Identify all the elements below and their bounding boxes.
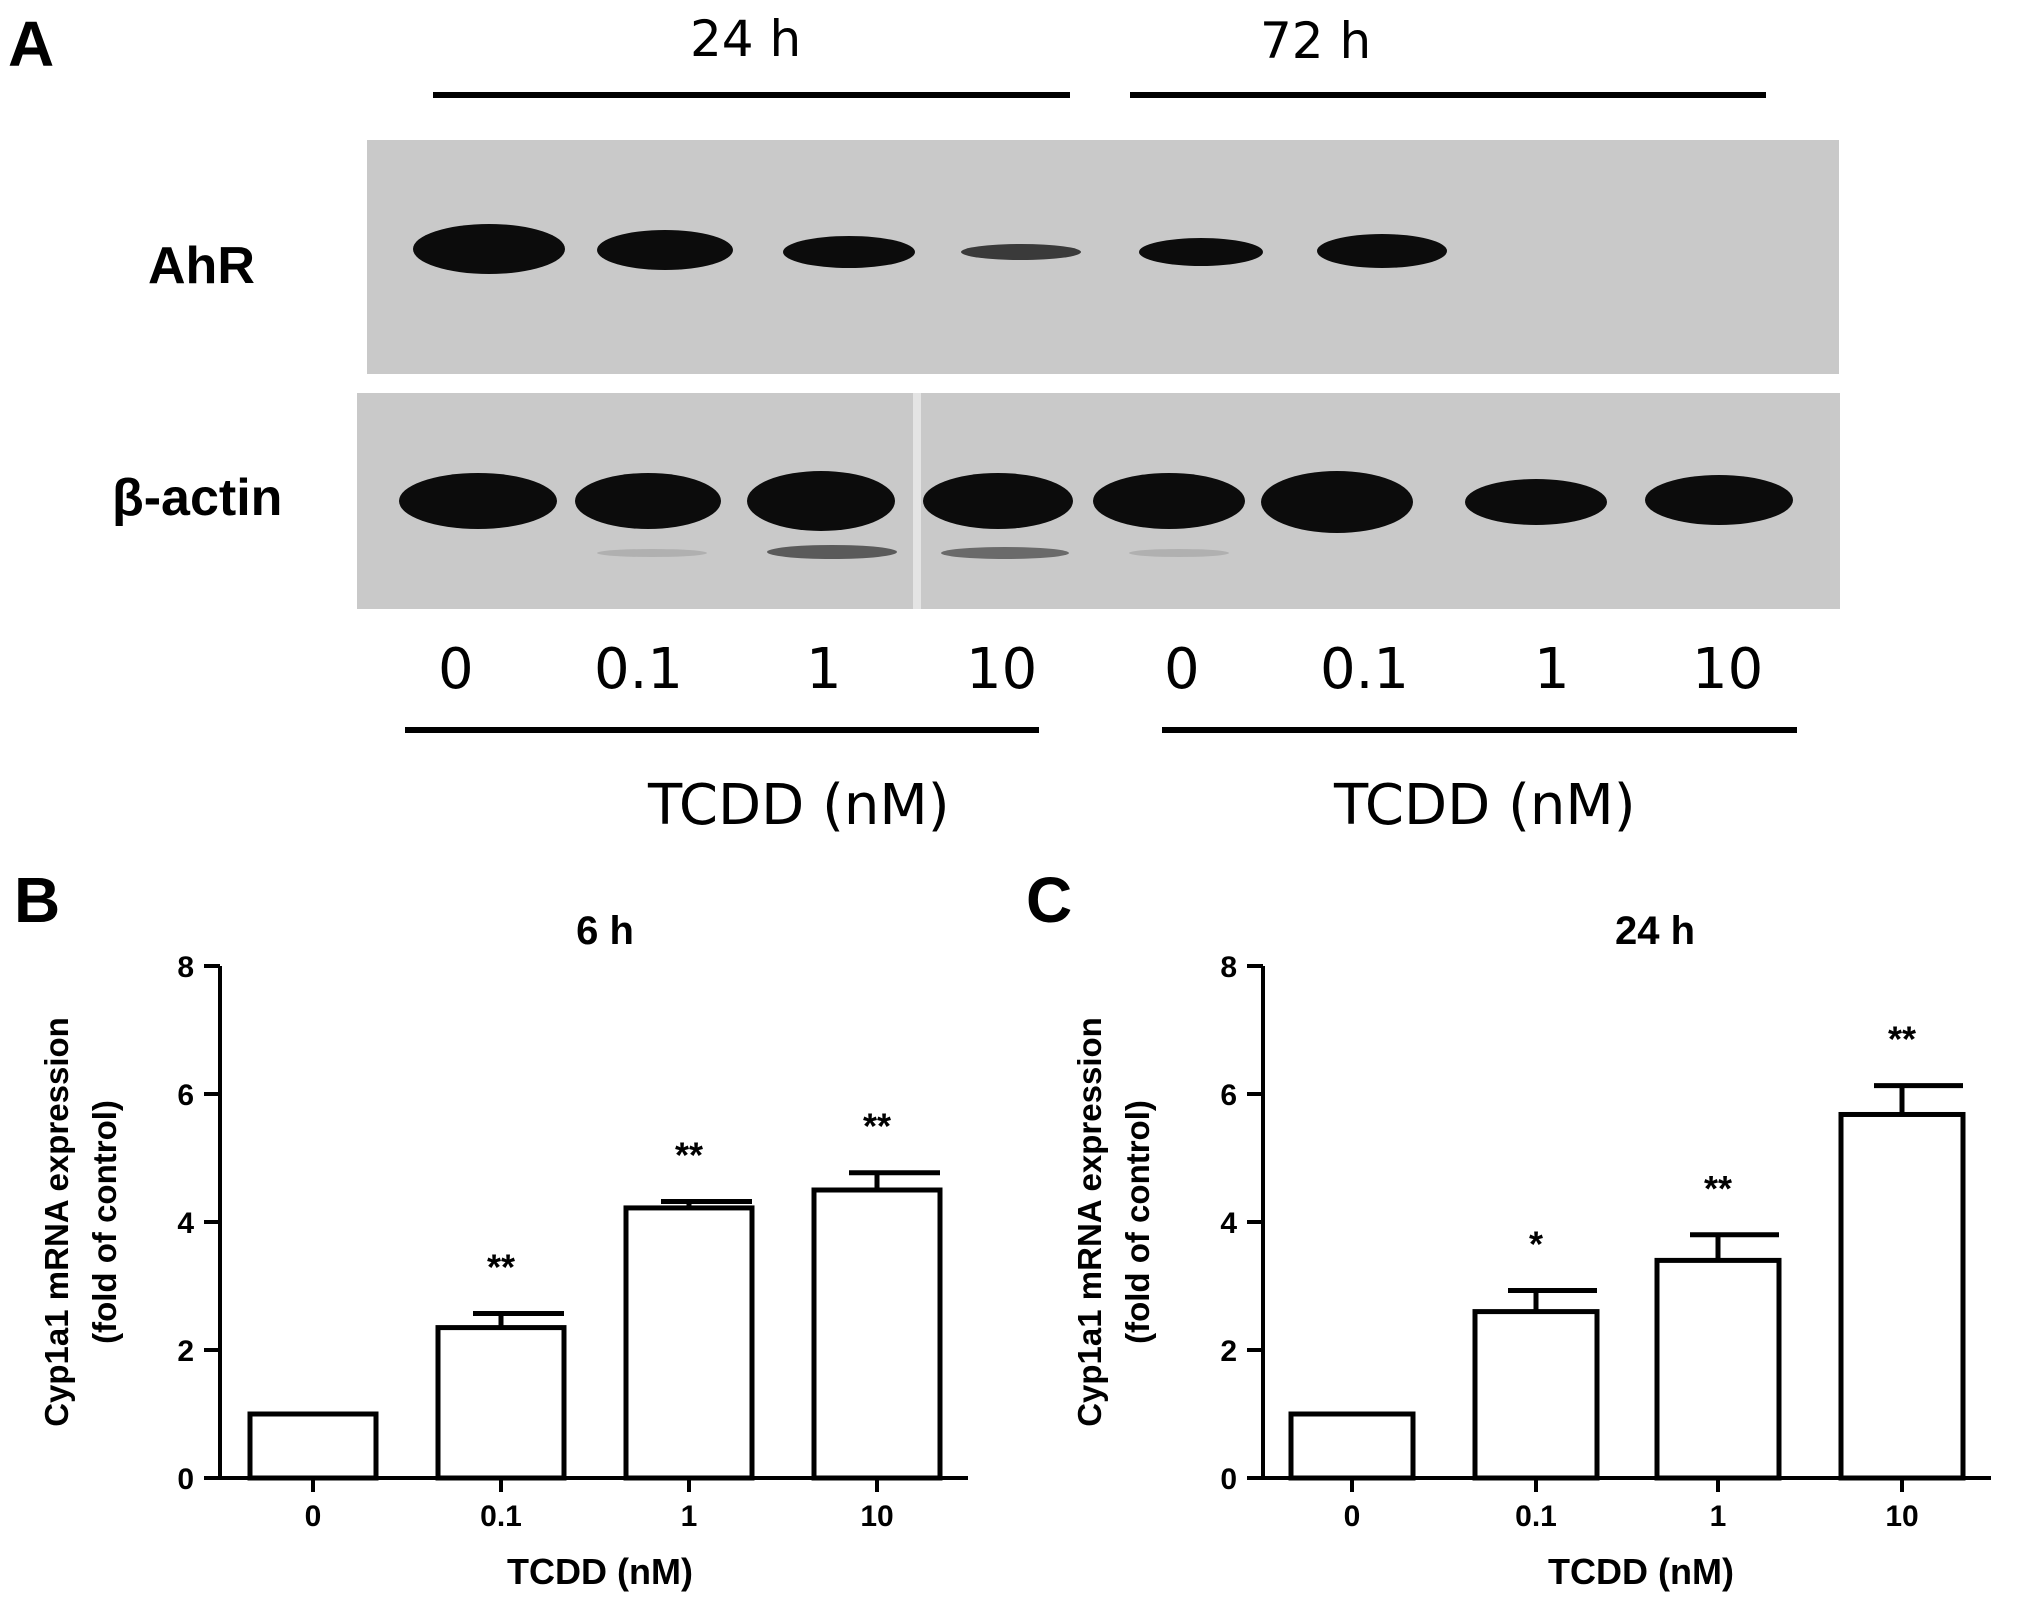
y-axis-label: (fold of control) (1119, 1100, 1156, 1344)
bar (1288, 1411, 1416, 1481)
y-tick-label: 0 (177, 1463, 194, 1496)
dose-label: 0 (438, 637, 474, 702)
actin-band (923, 473, 1073, 529)
significance-marker: ** (1704, 1168, 1732, 1209)
x-tick-label: 10 (860, 1500, 893, 1533)
actin-band (399, 473, 557, 529)
y-tick-label: 6 (1220, 1079, 1237, 1112)
bar (247, 1411, 379, 1481)
bar (1838, 1111, 1966, 1481)
dose-label: 0.1 (1320, 637, 1410, 702)
chart-24h: 24 h 0 2 4 6 8 Cyp1a1 mRNA expression (fold of … (1071, 909, 1991, 1592)
dose-label: 1 (806, 637, 842, 702)
tcdd-xlabel-72h: TCDD (nM) (1334, 773, 1636, 838)
bar (811, 1187, 943, 1481)
dose-label: 0.1 (594, 637, 684, 702)
time-label-24h: 24 h (690, 10, 802, 68)
chart-title: 24 h (1615, 909, 1695, 953)
ahr-band (961, 244, 1081, 260)
x-tick-label: 0.1 (480, 1500, 522, 1533)
faint-band (597, 549, 707, 557)
y-axis-label: (fold of control) (86, 1100, 123, 1344)
ahr-band (413, 224, 565, 274)
x-tick-label: 1 (681, 1500, 698, 1533)
protein-label-actin: β-actin (112, 469, 283, 527)
y-tick-label: 6 (177, 1079, 194, 1112)
dose-label: 0 (1164, 637, 1200, 702)
actin-band (1645, 475, 1793, 525)
bar (1654, 1257, 1782, 1481)
significance-marker: ** (675, 1135, 703, 1176)
chart-6h: 6 h 0 2 4 6 8 Cyp1a1 mRNA expression (fold of c… (38, 909, 968, 1592)
ahr-band (783, 236, 915, 268)
y-axis-label: Cyp1a1 mRNA expression (38, 1017, 75, 1427)
blot-splice-line (913, 393, 921, 609)
x-tick-label: 0 (1344, 1500, 1361, 1533)
ahr-band (1139, 238, 1263, 266)
significance-marker: ** (863, 1106, 891, 1147)
y-tick-label: 4 (1220, 1207, 1237, 1240)
actin-blot (357, 393, 1840, 609)
significance-marker: ** (1888, 1019, 1916, 1060)
y-tick-label: 4 (177, 1207, 194, 1240)
actin-band (1093, 473, 1245, 529)
actin-band (1465, 479, 1607, 525)
ahr-blot (367, 140, 1839, 374)
protein-label-ahr: AhR (148, 237, 255, 295)
dose-line-24h (405, 727, 1039, 733)
significance-marker: * (1529, 1223, 1543, 1264)
y-tick-label: 8 (177, 951, 194, 984)
x-axis-label: TCDD (nM) (1548, 1551, 1734, 1592)
x-tick-label: 1 (1710, 1500, 1727, 1533)
faint-band (1129, 549, 1229, 557)
dose-label: 1 (1534, 637, 1570, 702)
dose-line-72h (1162, 727, 1797, 733)
faint-band (941, 547, 1069, 559)
faint-band (767, 545, 897, 559)
actin-band (575, 473, 721, 529)
dose-label: 10 (1692, 637, 1764, 702)
y-axis-label: Cyp1a1 mRNA expression (1071, 1017, 1108, 1427)
bar (435, 1325, 567, 1481)
x-axis-label: TCDD (nM) (507, 1551, 693, 1592)
dose-label: 10 (966, 637, 1038, 702)
x-tick-label: 10 (1885, 1500, 1918, 1533)
ahr-band (597, 230, 733, 270)
y-tick-label: 8 (1220, 951, 1237, 984)
bar (1472, 1309, 1600, 1481)
x-tick-label: 0.1 (1515, 1500, 1557, 1533)
y-tick-label: 0 (1220, 1463, 1237, 1496)
time-label-72h: 72 h (1260, 12, 1372, 70)
bar (623, 1205, 755, 1481)
panel-letter-c: C (1026, 864, 1073, 936)
y-tick-label: 2 (1220, 1335, 1237, 1368)
significance-marker: ** (487, 1247, 515, 1288)
actin-band (747, 471, 895, 531)
tcdd-xlabel-24h: TCDD (nM) (648, 773, 950, 838)
y-tick-label: 2 (177, 1335, 194, 1368)
chart-title: 6 h (576, 909, 634, 953)
panel-letter-a: A (8, 8, 55, 80)
panel-letter-b: B (14, 864, 61, 936)
x-tick-label: 0 (305, 1500, 322, 1533)
group-line-24h (433, 92, 1070, 98)
ahr-band (1317, 234, 1447, 268)
actin-band (1261, 471, 1413, 533)
group-line-72h (1130, 92, 1766, 98)
